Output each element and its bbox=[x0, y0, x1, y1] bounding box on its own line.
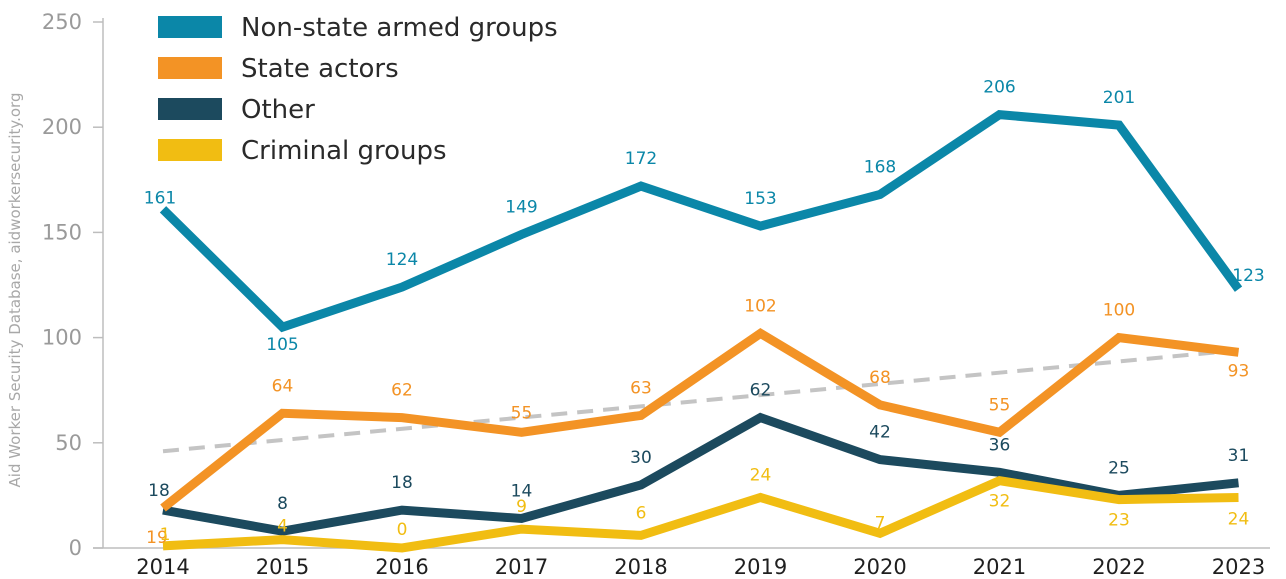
x-tick-label: 2018 bbox=[614, 555, 667, 579]
data-label: 124 bbox=[386, 250, 418, 270]
legend-label: State actors bbox=[241, 54, 399, 84]
data-label: 1 bbox=[160, 525, 171, 545]
data-label: 7 bbox=[875, 513, 886, 533]
x-tick-label: 2022 bbox=[1092, 555, 1145, 579]
data-label: 93 bbox=[1228, 361, 1250, 381]
legend-swatch bbox=[158, 57, 222, 79]
legend-label: Non-state armed groups bbox=[241, 13, 558, 43]
y-tick-label: 50 bbox=[55, 431, 82, 455]
y-tick-label: 0 bbox=[69, 536, 82, 560]
x-tick-label: 2016 bbox=[375, 555, 428, 579]
data-label: 18 bbox=[391, 473, 413, 493]
data-label: 30 bbox=[630, 448, 652, 468]
data-label: 31 bbox=[1228, 446, 1250, 466]
x-axis-ticks: 2014 2015 2016 2017 2018 2019 2020 2021 2022 2023 bbox=[136, 555, 1265, 579]
legend: Non-state armed groups State actors Other C… bbox=[158, 13, 558, 166]
data-label: 24 bbox=[750, 466, 772, 486]
data-label: 62 bbox=[750, 381, 772, 401]
data-label: 24 bbox=[1228, 510, 1250, 530]
data-label: 201 bbox=[1103, 88, 1135, 108]
data-label: 149 bbox=[505, 198, 537, 218]
x-tick-label: 2014 bbox=[136, 555, 189, 579]
data-label: 206 bbox=[983, 78, 1015, 98]
data-label: 42 bbox=[869, 423, 891, 443]
data-label: 25 bbox=[1108, 458, 1130, 478]
legend-swatch bbox=[158, 98, 222, 120]
data-label: 55 bbox=[989, 395, 1011, 415]
data-label: 153 bbox=[744, 189, 776, 209]
series-line-state-actors bbox=[160, 328, 1240, 512]
data-label: 123 bbox=[1232, 266, 1264, 286]
x-tick-label: 2019 bbox=[734, 555, 787, 579]
x-tick-label: 2015 bbox=[256, 555, 309, 579]
data-label: 55 bbox=[511, 403, 533, 423]
data-label: 172 bbox=[625, 149, 657, 169]
data-label: 32 bbox=[989, 492, 1011, 512]
data-label: 14 bbox=[511, 482, 533, 502]
series-line-criminal-groups bbox=[162, 476, 1239, 553]
data-label: 105 bbox=[266, 335, 298, 355]
y-tick-label: 150 bbox=[42, 220, 82, 244]
legend-swatch bbox=[158, 139, 222, 161]
data-label: 100 bbox=[1103, 301, 1135, 321]
data-label: 19 bbox=[146, 528, 168, 548]
x-tick-label: 2021 bbox=[973, 555, 1026, 579]
data-label: 102 bbox=[744, 296, 776, 316]
data-label: 62 bbox=[391, 381, 413, 401]
data-label: 36 bbox=[989, 435, 1011, 455]
data-label: 9 bbox=[516, 497, 527, 517]
data-label: 6 bbox=[636, 503, 647, 523]
y-tick-label: 250 bbox=[42, 10, 82, 34]
source-credit: Aid Worker Security Database, aidworkers… bbox=[6, 93, 24, 488]
data-label: 18 bbox=[148, 481, 170, 501]
data-label: 64 bbox=[272, 376, 294, 396]
series-line-non-state-armed-groups bbox=[159, 109, 1243, 333]
x-tick-label: 2020 bbox=[853, 555, 906, 579]
x-tick-label: 2017 bbox=[495, 555, 548, 579]
data-label: 8 bbox=[277, 494, 288, 514]
data-label: 0 bbox=[397, 520, 408, 540]
x-tick-label: 2023 bbox=[1212, 555, 1265, 579]
y-tick-label: 200 bbox=[42, 115, 82, 139]
series-lines bbox=[159, 109, 1243, 553]
data-label: 4 bbox=[277, 517, 288, 537]
legend-swatch bbox=[158, 16, 222, 38]
legend-label: Criminal groups bbox=[241, 136, 447, 166]
data-label: 63 bbox=[630, 378, 652, 398]
legend-label: Other bbox=[241, 95, 315, 125]
data-label: 168 bbox=[864, 158, 896, 178]
data-label: 23 bbox=[1108, 511, 1130, 531]
series-line-other bbox=[162, 412, 1239, 536]
data-label: 161 bbox=[144, 188, 176, 208]
data-label: 68 bbox=[869, 368, 891, 388]
y-axis-ticks: 0 50 100 150 200 250 bbox=[42, 10, 103, 560]
y-tick-label: 100 bbox=[42, 326, 82, 350]
